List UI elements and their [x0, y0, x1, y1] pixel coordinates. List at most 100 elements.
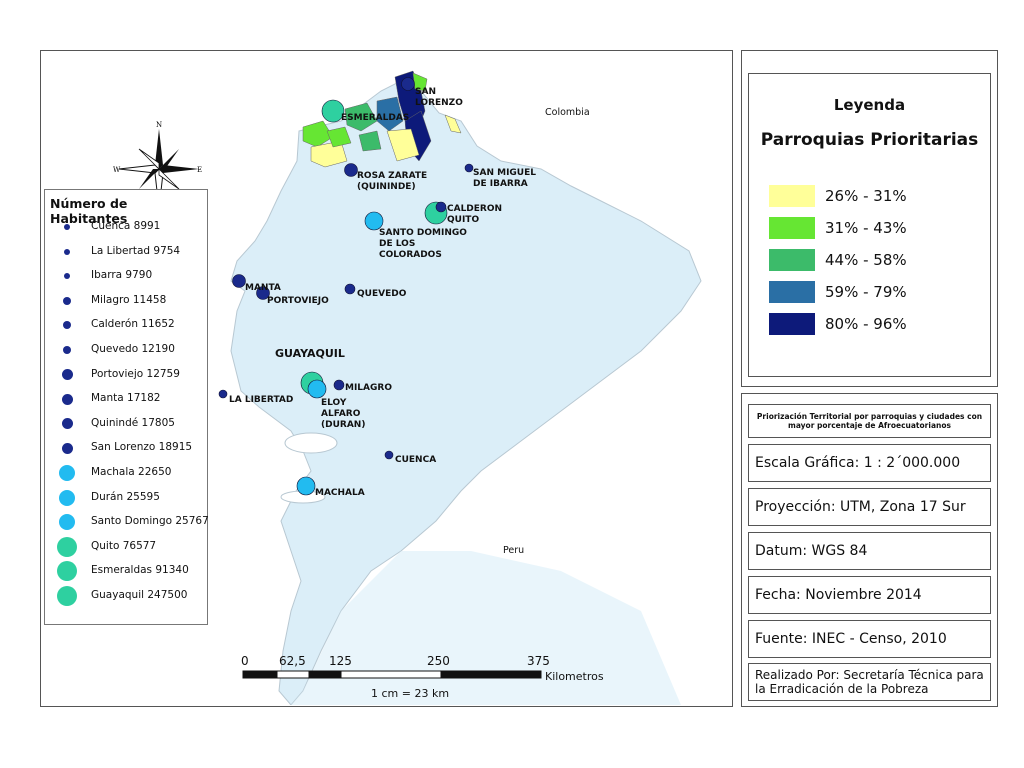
priority-parish — [302, 120, 334, 148]
info-author: Realizado Por: Secretaría Técnica para l… — [748, 663, 991, 701]
city-point — [464, 163, 474, 173]
population-symbol — [61, 418, 73, 430]
population-symbol — [61, 393, 73, 405]
info-heading-text: Priorización Territorial por parroquias … — [756, 412, 983, 430]
population-symbol — [64, 248, 70, 255]
city-point — [435, 201, 447, 213]
population-legend-label: Guayaquil 247500 — [91, 589, 188, 601]
population-symbol — [63, 296, 71, 305]
city-label-eloy-alfaro: ELOY ALFARO (DURAN) — [321, 398, 366, 430]
scale-tick-0: 0 — [241, 654, 249, 668]
legend-class-row: 31% - 43% — [769, 216, 907, 240]
info-scale: Escala Gráfica: 1 : 2´000.000 — [748, 444, 991, 482]
population-legend-row: Machala 22650 — [45, 464, 205, 482]
population-legend-label: Esmeraldas 91340 — [91, 564, 189, 577]
peru-land — [291, 551, 681, 705]
legend-title: Leyenda — [833, 96, 906, 114]
priority-parish — [376, 96, 404, 132]
population-symbol — [57, 536, 77, 557]
population-symbol — [59, 465, 75, 481]
city-point — [344, 283, 356, 295]
city-point — [333, 379, 345, 391]
city-label-milagro: MILAGRO — [345, 383, 392, 393]
population-legend: Número de Habitantes Cuenca 8991 La Liber… — [44, 189, 209, 625]
population-symbol — [63, 346, 71, 354]
legend-box: Leyenda Parroquias Prioritarias 26% - 31… — [748, 73, 991, 377]
scale-bar-segment — [340, 670, 442, 679]
population-legend-label: Calderón 11652 — [91, 318, 175, 331]
city-label-manta: MANTA — [245, 283, 281, 293]
scale-bar-segment — [242, 670, 278, 679]
legend-class-row: 44% - 58% — [769, 248, 907, 272]
city-label-esmeraldas: ESMERALDAS — [341, 113, 410, 123]
city-label-calderon: CALDERON QUITO — [447, 204, 503, 225]
population-legend-label: Quinindé 17805 — [91, 416, 175, 429]
city-label-machala: MACHALA — [315, 488, 365, 498]
population-legend-row: Manta 17182 — [45, 390, 205, 408]
city-label-quevedo: QUEVEDO — [357, 289, 407, 299]
population-symbol — [64, 273, 70, 280]
population-legend-label: Quevedo 12190 — [91, 343, 175, 355]
city-point — [256, 286, 270, 300]
legend-frame: Leyenda Parroquias Prioritarias 26% - 31… — [741, 50, 998, 387]
priority-parish — [326, 126, 352, 148]
city-label-santo-domingo: SANTO DOMINGO DE LOS COLORADOS — [379, 228, 467, 260]
population-symbol — [61, 442, 73, 454]
population-symbol — [59, 489, 75, 506]
info-projection: Proyección: UTM, Zona 17 Sur — [748, 488, 991, 526]
population-legend-row: Portoviejo 12759 — [45, 366, 205, 384]
legend-class-row: 26% - 31% — [769, 184, 907, 208]
city-label-rosa-zarate: ROSA ZARATE (QUININDE) — [357, 171, 428, 192]
population-legend-label: Durán 25595 — [91, 490, 160, 503]
info-frame: Priorización Territorial por parroquias … — [741, 393, 998, 707]
population-legend-row: La Libertad 9754 — [45, 243, 205, 261]
population-legend-row: Quevedo 12190 — [45, 341, 205, 359]
legend-subtitle: Parroquias Prioritarias — [760, 130, 979, 150]
legend-class-swatch — [769, 313, 815, 335]
priority-parish — [444, 114, 462, 134]
population-symbol — [57, 561, 77, 582]
population-legend-row: Santo Domingo 25767 — [45, 513, 209, 531]
compass-e: E — [197, 166, 202, 174]
city-label-san-miguel: SAN MIGUEL DE IBARRA — [473, 168, 536, 189]
population-legend-label: Ibarra 9790 — [91, 269, 153, 282]
scale-bar-segment — [308, 670, 342, 679]
population-legend-row: Durán 25595 — [45, 489, 205, 507]
city-point — [307, 379, 327, 399]
country-label-peru: Peru — [503, 545, 525, 556]
legend-class-swatch — [769, 281, 815, 303]
population-symbol — [59, 514, 75, 531]
city-point — [384, 450, 394, 460]
scale-ratio: 1 cm = 23 km — [371, 687, 450, 700]
info-heading: Priorización Territorial por parroquias … — [748, 404, 991, 438]
priority-parish — [386, 128, 420, 162]
info-datum: Datum: WGS 84 — [748, 532, 991, 570]
city-point — [232, 274, 246, 288]
legend-class-swatch — [769, 185, 815, 207]
population-legend-row: Quinindé 17805 — [45, 415, 205, 433]
city-point — [401, 77, 415, 91]
scale-tick-2: 125 — [329, 654, 352, 668]
map-frame: N S E W Colombia Peru SAN LORENZO ESMERA… — [40, 50, 733, 707]
population-legend-label: Quito 76577 — [91, 539, 157, 552]
population-legend-label: Portoviejo 12759 — [91, 367, 180, 380]
population-symbol — [57, 586, 77, 606]
population-legend-label: Cuenca 8991 — [91, 220, 161, 232]
city-label-portoviejo: PORTOVIEJO — [267, 296, 329, 306]
map-canvas — [41, 51, 731, 705]
legend-class-row: 80% - 96% — [769, 312, 907, 336]
info-date: Fecha: Noviembre 2014 — [748, 576, 991, 614]
population-legend-label: Santo Domingo 25767 — [91, 515, 209, 528]
scale-bar-segment — [276, 670, 310, 679]
ecuador-mainland — [230, 72, 702, 705]
population-legend-label: San Lorenzo 18915 — [91, 441, 193, 454]
population-legend-title: Número de Habitantes — [50, 196, 128, 226]
population-symbol — [61, 369, 73, 381]
legend-class-swatch — [769, 217, 815, 239]
population-legend-row: Esmeraldas 91340 — [45, 561, 205, 582]
scale-bar-segment — [440, 670, 542, 679]
city-point — [218, 389, 228, 399]
population-legend-label: La Libertad 9754 — [91, 244, 181, 257]
population-legend-label: Manta 17182 — [91, 392, 161, 405]
compass-n: N — [156, 121, 162, 129]
